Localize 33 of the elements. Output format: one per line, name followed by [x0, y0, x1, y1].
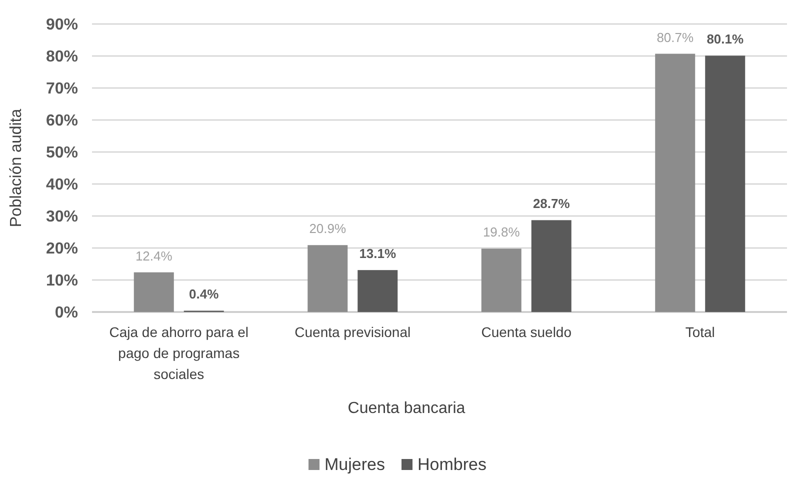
- y-tick-label: 10%: [46, 272, 78, 290]
- bar: [308, 245, 348, 312]
- data-label: 20.9%: [309, 221, 346, 236]
- x-axis-title: Cuenta bancaria: [348, 400, 466, 417]
- bar: [134, 272, 174, 312]
- y-tick-label: 80%: [46, 48, 78, 66]
- y-tick-label: 70%: [46, 80, 78, 98]
- y-axis-title: Población audita: [8, 108, 25, 228]
- bar: [481, 248, 522, 312]
- bar: [705, 56, 746, 312]
- data-label: 80.7%: [656, 30, 694, 45]
- data-label: 80.1%: [706, 32, 744, 47]
- data-label: 0.4%: [189, 286, 220, 302]
- data-label: 13.1%: [359, 246, 396, 262]
- x-tick-label: Total: [685, 324, 715, 340]
- y-tick-label: 30%: [46, 208, 78, 226]
- data-label: 28.7%: [532, 196, 570, 212]
- y-tick-label: 0%: [54, 304, 78, 322]
- y-tick-label: 50%: [46, 144, 78, 162]
- x-tick-label: Caja de ahorro para el pago de programas sociales: [109, 324, 249, 382]
- y-tick-label: 20%: [46, 240, 78, 258]
- y-tick-label: 40%: [46, 176, 78, 194]
- x-tick-label: Cuenta previsional: [294, 324, 411, 340]
- bar: [655, 54, 696, 312]
- data-label: 19.8%: [482, 224, 520, 240]
- bar: [358, 270, 398, 312]
- y-tick-label: 90%: [46, 16, 78, 34]
- bar: [531, 220, 572, 312]
- legend-label: Hombres: [418, 455, 486, 474]
- legend-label: Mujeres: [324, 455, 385, 474]
- x-tick-label: Cuenta sueldo: [481, 324, 572, 340]
- data-label: 12.4%: [135, 248, 173, 264]
- y-tick-label: 60%: [46, 112, 78, 130]
